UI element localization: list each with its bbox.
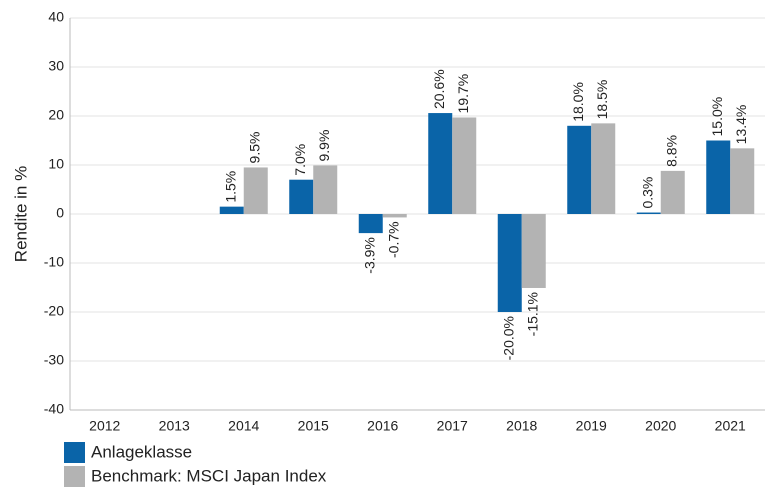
bar: [289, 179, 314, 214]
bar: [730, 148, 755, 214]
data-label: 7.0%: [292, 144, 308, 176]
x-tick-label: 2013: [159, 418, 190, 434]
y-tick-label: 30: [48, 58, 64, 74]
data-label: 18.5%: [594, 80, 610, 120]
bar: [382, 214, 407, 218]
y-tick-label: 20: [48, 107, 64, 123]
bar: [243, 167, 268, 214]
data-label: -0.7%: [385, 221, 401, 258]
y-tick-label: 10: [48, 156, 64, 172]
x-tick-label: 2021: [715, 418, 746, 434]
legend-label: Benchmark: MSCI Japan Index: [91, 466, 327, 485]
bar: [660, 170, 685, 214]
x-tick-label: 2017: [437, 418, 468, 434]
y-tick-label: -10: [44, 254, 64, 270]
y-tick-label: -40: [44, 401, 64, 417]
bar: [497, 214, 522, 312]
bar: [219, 206, 244, 214]
x-tick-label: 2012: [89, 418, 120, 434]
y-axis-label: Rendite in %: [11, 166, 30, 262]
data-label: 0.3%: [639, 177, 655, 209]
data-label: -20.0%: [500, 316, 516, 360]
y-tick-label: -20: [44, 303, 64, 319]
data-label: 18.0%: [570, 82, 586, 122]
x-tick-label: 2019: [576, 418, 607, 434]
x-tick-label: 2014: [228, 418, 259, 434]
bar: [706, 140, 731, 214]
data-label: -15.1%: [524, 292, 540, 336]
data-label: 9.5%: [246, 132, 262, 164]
bar: [591, 123, 616, 214]
bar: [521, 214, 546, 288]
data-label: 15.0%: [709, 97, 725, 137]
bar: [452, 117, 477, 214]
x-tick-label: 2018: [506, 418, 537, 434]
legend-swatch: [64, 442, 85, 463]
bar: [428, 113, 453, 214]
legend-swatch: [64, 466, 85, 487]
y-tick-label: 0: [56, 205, 64, 221]
bar: [636, 212, 661, 214]
x-tick-label: 2020: [645, 418, 676, 434]
x-tick-label: 2016: [367, 418, 398, 434]
data-label: -3.9%: [361, 237, 377, 274]
y-tick-label: 40: [48, 9, 64, 25]
data-label: 9.9%: [316, 130, 332, 162]
data-label: 19.7%: [455, 74, 471, 114]
data-label: 8.8%: [663, 135, 679, 167]
data-label: 13.4%: [733, 105, 749, 145]
legend-label: Anlageklasse: [91, 442, 192, 461]
bar: [313, 165, 338, 214]
data-label: 20.6%: [431, 69, 447, 109]
x-tick-label: 2015: [298, 418, 329, 434]
bar: [358, 214, 383, 234]
y-tick-label: -30: [44, 352, 64, 368]
data-label: 1.5%: [222, 171, 238, 203]
bar: [567, 125, 592, 214]
